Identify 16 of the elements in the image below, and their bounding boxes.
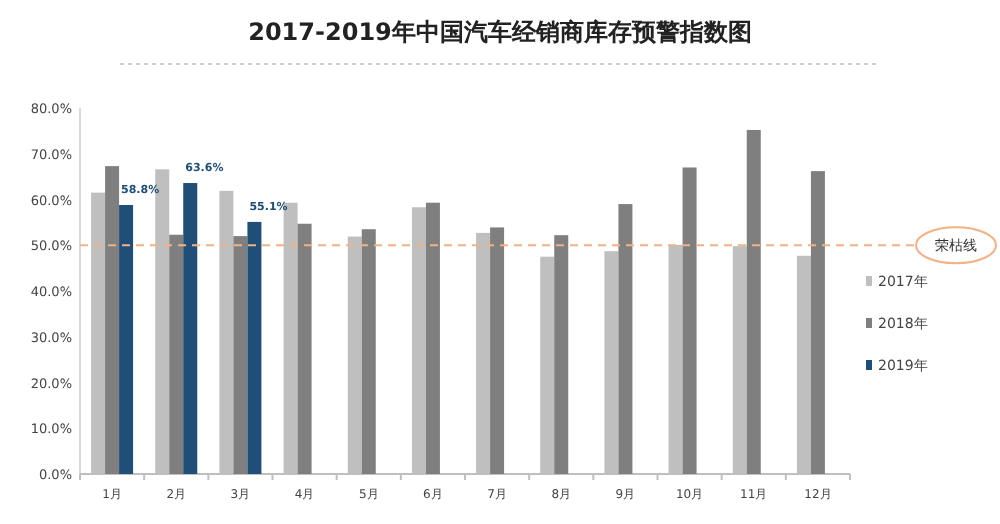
bar [361, 229, 376, 474]
bar [554, 235, 569, 474]
bar [425, 202, 440, 474]
bar [618, 204, 633, 474]
bar [247, 221, 262, 474]
bar [105, 166, 120, 474]
bar [119, 204, 134, 474]
bar [810, 171, 825, 474]
bar [183, 183, 198, 474]
bar [297, 223, 312, 474]
bar [169, 234, 184, 474]
bar [682, 167, 697, 474]
chart-title: 2017-2019年中国汽车经销商库存预警指数图 [248, 18, 752, 46]
bar [746, 129, 761, 474]
bar [490, 227, 505, 474]
bar [233, 236, 248, 474]
